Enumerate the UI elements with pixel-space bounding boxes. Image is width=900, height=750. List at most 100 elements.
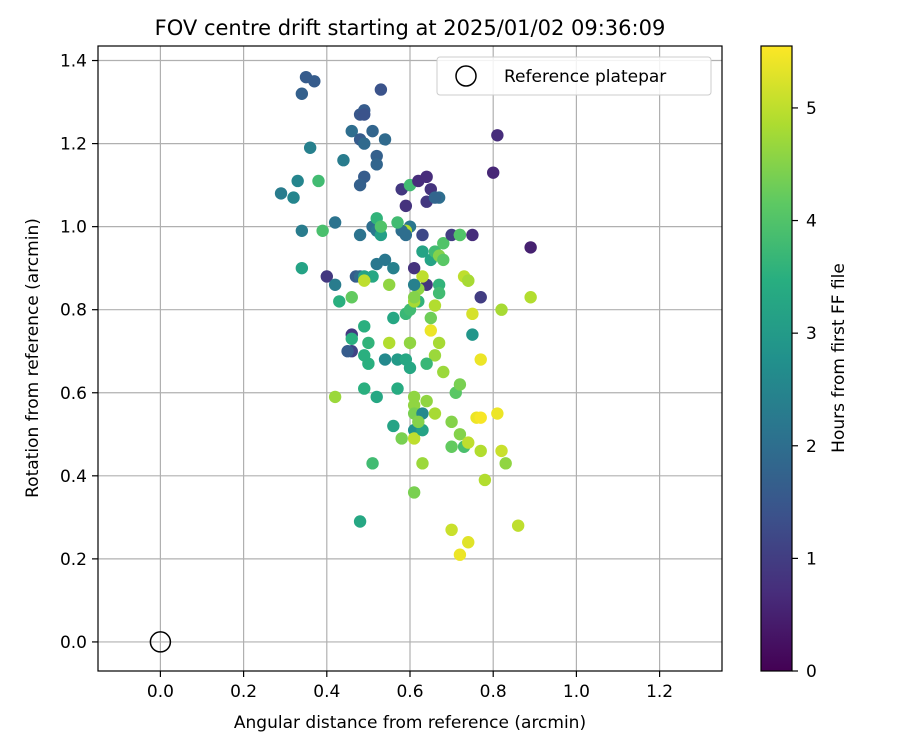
data-point bbox=[303, 141, 317, 154]
data-point bbox=[462, 436, 475, 449]
data-point bbox=[383, 336, 396, 350]
colorbar-ticks: 0 1 2 3 4 5 bbox=[792, 99, 817, 682]
data-point bbox=[341, 345, 354, 358]
y-tick-label: 0.8 bbox=[60, 301, 87, 321]
legend-marker-icon bbox=[455, 65, 477, 87]
data-point bbox=[499, 457, 512, 470]
data-point bbox=[462, 536, 475, 549]
data-point bbox=[358, 274, 371, 287]
x-tick-label: 0.6 bbox=[396, 682, 423, 702]
data-point bbox=[395, 432, 408, 445]
data-point bbox=[391, 382, 404, 395]
data-point bbox=[362, 357, 375, 370]
y-tick-label: 0.0 bbox=[60, 633, 87, 653]
data-point bbox=[320, 270, 333, 283]
data-point bbox=[432, 286, 446, 300]
data-point bbox=[453, 378, 467, 391]
data-point bbox=[437, 237, 450, 250]
data-point bbox=[370, 390, 383, 404]
data-point bbox=[428, 349, 442, 362]
data-point bbox=[353, 178, 367, 192]
data-point bbox=[295, 224, 309, 238]
data-point bbox=[345, 124, 358, 138]
data-point bbox=[353, 228, 367, 242]
data-point bbox=[312, 174, 325, 188]
x-tick-label: 1.2 bbox=[646, 682, 673, 702]
data-point bbox=[420, 394, 433, 408]
data-point bbox=[437, 365, 450, 379]
data-point bbox=[291, 174, 304, 188]
y-tick-label: 1.2 bbox=[60, 135, 87, 155]
colorbar-tick-label: 2 bbox=[806, 437, 817, 457]
data-point bbox=[362, 336, 375, 350]
colorbar-tick-label: 0 bbox=[806, 662, 817, 682]
data-point bbox=[387, 419, 400, 433]
data-point bbox=[424, 324, 437, 337]
legend-box bbox=[436, 56, 712, 96]
data-point bbox=[495, 303, 508, 316]
data-point bbox=[345, 291, 358, 304]
data-point bbox=[478, 473, 492, 487]
data-point bbox=[487, 166, 500, 179]
x-axis-ticks: 0.0 0.2 0.4 0.6 0.8 1.0 1.2 bbox=[147, 671, 673, 702]
data-point bbox=[378, 253, 392, 267]
colorbar bbox=[760, 45, 793, 672]
x-axis-label: Angular distance from reference (arcmin) bbox=[234, 713, 586, 733]
data-point bbox=[462, 274, 475, 287]
data-point bbox=[378, 353, 392, 366]
data-point bbox=[399, 199, 413, 213]
colorbar-tick-label: 4 bbox=[806, 212, 817, 232]
data-point bbox=[412, 415, 425, 429]
data-point bbox=[316, 224, 329, 238]
data-point bbox=[466, 307, 479, 321]
data-point bbox=[328, 278, 342, 291]
data-point bbox=[370, 158, 383, 171]
data-point bbox=[337, 154, 350, 167]
data-point bbox=[328, 216, 342, 229]
data-point bbox=[407, 486, 421, 499]
data-point bbox=[416, 270, 429, 283]
y-tick-label: 0.2 bbox=[60, 550, 87, 570]
data-point bbox=[383, 278, 396, 291]
colorbar-tick-label: 5 bbox=[806, 99, 817, 119]
data-point bbox=[445, 523, 458, 537]
data-point bbox=[428, 407, 442, 420]
data-point bbox=[387, 311, 400, 325]
data-point bbox=[524, 291, 537, 304]
x-tick-label: 0.2 bbox=[230, 682, 257, 702]
y-tick-label: 0.6 bbox=[60, 384, 87, 404]
data-point bbox=[428, 299, 442, 312]
data-point bbox=[403, 336, 417, 350]
data-point bbox=[358, 137, 371, 150]
y-axis-ticks: 0.0 0.2 0.4 0.6 0.8 1.0 1.2 1.4 bbox=[60, 52, 98, 653]
data-point bbox=[445, 440, 458, 453]
legend-label: Reference platepar bbox=[504, 67, 666, 87]
reference-platepar-marker bbox=[149, 631, 172, 653]
y-tick-label: 1.0 bbox=[60, 218, 87, 238]
y-axis-label: Rotation from reference (arcmin) bbox=[23, 218, 43, 498]
data-point bbox=[495, 444, 508, 458]
data-point bbox=[511, 519, 525, 532]
data-point bbox=[466, 228, 479, 242]
x-tick-label: 0.4 bbox=[313, 682, 340, 702]
data-point bbox=[416, 457, 429, 470]
data-point bbox=[374, 220, 388, 233]
data-point bbox=[524, 241, 537, 254]
data-point bbox=[391, 216, 404, 229]
data-point bbox=[308, 75, 321, 88]
data-point bbox=[353, 515, 367, 528]
data-point bbox=[474, 444, 487, 458]
data-point bbox=[453, 548, 467, 561]
data-point bbox=[420, 357, 433, 370]
data-point bbox=[432, 336, 446, 350]
colorbar-label: Hours from first FF file bbox=[829, 263, 849, 453]
data-point bbox=[387, 261, 400, 275]
points-layer bbox=[274, 70, 537, 561]
x-tick-label: 0.8 bbox=[480, 682, 507, 702]
data-point bbox=[474, 411, 487, 424]
x-tick-label: 0.0 bbox=[147, 682, 174, 702]
data-point bbox=[437, 253, 450, 267]
x-tick-label: 1.0 bbox=[563, 682, 590, 702]
data-point bbox=[378, 133, 392, 146]
